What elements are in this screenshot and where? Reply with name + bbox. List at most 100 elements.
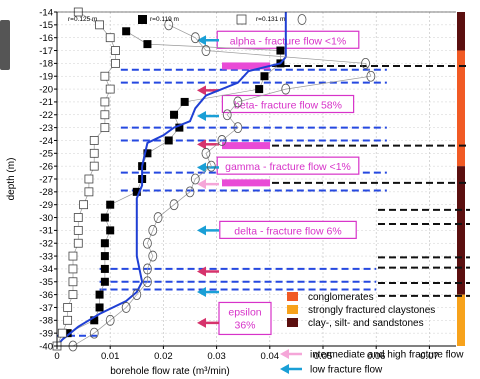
y-tick-label: -30 [39,213,53,224]
y-tick-label: -29 [39,200,53,211]
series-line [56,12,287,347]
flow-arrow-high-head [197,85,206,96]
zone-label: delta - fracture flow 6% [234,225,341,237]
filled-square-marker [100,252,109,261]
lithology-segment [457,12,465,51]
open-circle-marker [164,19,174,31]
open-circle-marker [89,327,99,339]
open-circle-marker [201,147,211,159]
open-circle-marker [233,122,243,134]
open-circle-marker [143,263,152,275]
flow-arrow-high [197,317,219,328]
open-square-marker [57,328,67,338]
open-circle-marker [206,160,216,172]
filled-square-marker [100,264,109,273]
y-tick-label: -38 [39,316,53,327]
y-tick-label: -24 [39,136,53,147]
open-circle-marker [185,186,195,198]
filled-square-marker [132,187,141,196]
filled-square-marker [95,303,104,312]
open-circle-marker [132,289,142,301]
filled-square-marker [90,316,99,325]
x-tick-label: 0.03 [207,351,226,362]
y-tick-label: -15 [39,20,53,31]
lithology-segment [457,294,465,346]
flow-arrow-low-head [197,111,206,122]
filled-square-marker [164,136,173,145]
open-circle-marker [217,135,227,146]
magenta-flow-bar [222,179,270,187]
lithology-legend-swatch [287,318,298,327]
zone-label: gamma - fracture flow <1% [225,161,351,173]
zone-label-box [218,301,272,336]
open-square-marker [63,303,73,312]
flow-arrow-low-head [197,35,206,46]
zone-label-box [221,94,355,114]
legend-label: r=0.125 m [68,16,97,23]
open-square-marker [89,148,99,158]
zone-label-line: 36% [234,319,255,331]
filled-square-marker [106,226,115,235]
open-circle-marker [143,276,152,288]
x-tick-label: 0.04 [261,351,280,362]
open-circle-marker [153,212,163,223]
flow-arrow-high [197,266,219,277]
open-circle-marker [190,173,200,185]
y-axis-label: depth (m) [6,158,17,201]
series-filled-square [63,27,285,338]
open-square-marker [63,315,73,325]
filled-square-marker [276,46,285,55]
x-tick-label: 0.02 [154,351,173,362]
y-tick-label: -31 [39,226,53,237]
arrow-legend-symbol-head [280,364,289,374]
x-tick-label: 0.01 [101,351,120,362]
y-tick-label: -36 [39,290,53,301]
arrow-legend-symbol-head [280,349,289,359]
y-tick-label: -23 [39,123,53,134]
filled-square-marker [122,27,131,36]
open-square-marker [95,20,104,30]
x-tick-label: 0.07 [420,351,439,362]
filled-square-marker [100,213,109,222]
open-square-marker [73,238,83,248]
open-circle-marker [361,57,370,69]
x-tick-label: 0.06 [367,351,386,362]
y-tick-label: -26 [39,161,53,172]
lithology-legend-label: clay-, silt- and sandstones [308,318,424,329]
open-square-marker [68,290,78,300]
lithology-legend-swatch [287,305,298,314]
y-tick-label: -27 [39,174,53,185]
open-square-marker [100,110,110,120]
flow-arrow-high [197,139,219,150]
open-square-marker [100,123,110,133]
lithology-segment [457,166,465,295]
filled-square-marker [106,200,115,209]
y-tick-label: -28 [39,187,53,198]
y-tick-label: -20 [39,84,53,95]
legend-label: r=0.131 m [256,16,285,23]
flow-arrow-intermediate-head [197,179,206,190]
magenta-flow-bar [222,142,270,150]
open-square-marker [68,277,78,287]
flow-arrow-high-head [197,266,206,277]
legend-label: r=0.119 m [150,16,179,23]
y-tick-label: -21 [39,97,53,108]
flow-arrow-low-head [197,225,206,236]
axes-layer: -14 -15 -16 -17 -18 -19-20 -21 -22 -23 -24 -25-26 -… [6,7,456,377]
x-tick-label: 0 [54,351,59,362]
open-square-marker [89,161,99,171]
open-circle-marker [366,70,376,82]
open-square-marker [105,33,115,43]
flow-arrow-low [197,162,219,173]
y-tick-label: -33 [39,251,53,262]
y-tick-label: -17 [39,46,53,57]
filled-square-marker [180,97,189,106]
lithology-segment [457,50,465,167]
y-tick-label: -35 [39,277,53,288]
open-square-marker [100,97,110,107]
filled-square-marker [175,123,184,132]
zones-layer: alpha - fracture flow <1% beta- fracture … [57,12,470,346]
arrow-legend-symbol [280,349,302,359]
open-square-marker [89,136,99,145]
